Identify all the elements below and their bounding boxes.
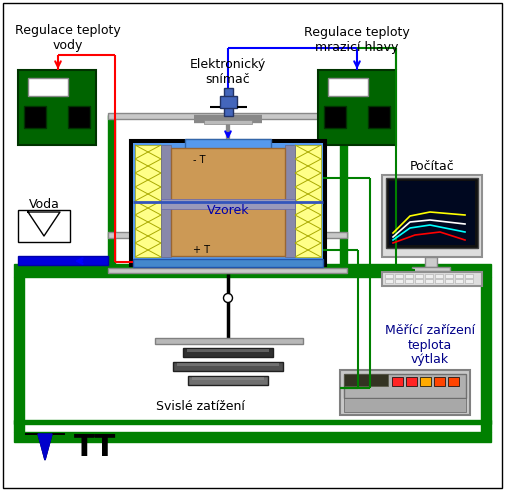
Bar	[425, 274, 433, 277]
Bar	[481, 277, 491, 432]
Bar	[108, 115, 115, 270]
Bar	[386, 178, 478, 248]
Polygon shape	[38, 434, 52, 460]
Bar	[392, 377, 403, 386]
Bar	[395, 274, 403, 277]
Bar	[425, 279, 433, 282]
Bar	[344, 374, 466, 398]
Text: Regulace teploty
mrazicí hlavy: Regulace teploty mrazicí hlavy	[304, 26, 410, 54]
Bar	[135, 145, 161, 257]
Bar	[108, 268, 347, 273]
Bar	[435, 274, 443, 277]
Bar	[406, 377, 417, 386]
Bar	[108, 232, 347, 238]
Bar	[415, 274, 423, 277]
Bar	[368, 106, 390, 128]
Bar	[435, 279, 443, 282]
Text: Elektronický
snímač: Elektronický snímač	[190, 58, 266, 86]
Bar	[324, 106, 346, 128]
Bar	[185, 139, 271, 151]
Bar	[171, 208, 285, 256]
Bar	[108, 113, 347, 119]
Bar	[389, 181, 475, 245]
Bar	[434, 377, 445, 386]
Bar	[344, 398, 466, 412]
Bar	[24, 106, 46, 128]
Bar	[344, 374, 388, 386]
Polygon shape	[25, 434, 65, 460]
Bar	[161, 145, 171, 257]
Bar	[204, 120, 252, 124]
Bar	[155, 338, 303, 344]
Bar	[420, 377, 431, 386]
Bar	[385, 279, 393, 282]
Bar	[133, 143, 323, 263]
Bar	[14, 277, 24, 432]
Bar	[405, 274, 413, 277]
Bar	[465, 274, 473, 277]
Bar	[382, 272, 482, 286]
Text: TT: TT	[74, 433, 116, 462]
Text: Svislé zatížení: Svislé zatížení	[156, 401, 244, 413]
Bar	[465, 279, 473, 282]
Bar	[171, 148, 285, 200]
Bar	[445, 274, 453, 277]
Bar	[133, 259, 323, 267]
Text: Měřící zařízení
teplota
výtlak: Měřící zařízení teplota výtlak	[385, 324, 475, 366]
Bar	[318, 70, 396, 145]
Bar	[161, 199, 295, 209]
Bar	[183, 348, 273, 357]
Bar	[385, 274, 393, 277]
Bar	[14, 420, 491, 424]
Bar	[340, 370, 470, 415]
Bar	[340, 115, 347, 270]
Bar	[415, 279, 423, 282]
Bar	[68, 106, 90, 128]
Text: + T: + T	[193, 245, 210, 255]
Text: - T: - T	[193, 155, 206, 165]
Bar	[455, 274, 463, 277]
Bar	[445, 279, 453, 282]
Bar	[448, 377, 459, 386]
Bar	[177, 363, 279, 366]
Bar	[412, 267, 450, 271]
Circle shape	[224, 294, 232, 302]
Bar	[382, 175, 482, 257]
Text: Vzorek: Vzorek	[207, 203, 249, 217]
Bar	[14, 264, 491, 277]
Bar	[425, 257, 437, 267]
Bar	[18, 70, 96, 145]
Text: Voda: Voda	[29, 198, 60, 212]
Bar	[187, 349, 269, 352]
Polygon shape	[28, 212, 60, 236]
Text: Počítač: Počítač	[410, 161, 454, 173]
Bar	[130, 140, 326, 266]
Bar	[224, 88, 233, 116]
Text: Regulace teploty
vody: Regulace teploty vody	[15, 24, 121, 52]
Bar	[405, 279, 413, 282]
Bar	[285, 145, 295, 257]
Bar	[18, 210, 70, 242]
Bar	[173, 362, 283, 371]
Bar	[28, 78, 68, 96]
Bar	[14, 432, 491, 442]
Bar	[395, 279, 403, 282]
Bar	[188, 376, 268, 385]
Bar	[192, 377, 264, 380]
Bar	[18, 256, 108, 265]
Bar	[328, 78, 368, 96]
Bar	[455, 279, 463, 282]
Bar	[220, 96, 237, 108]
Bar	[295, 145, 321, 257]
